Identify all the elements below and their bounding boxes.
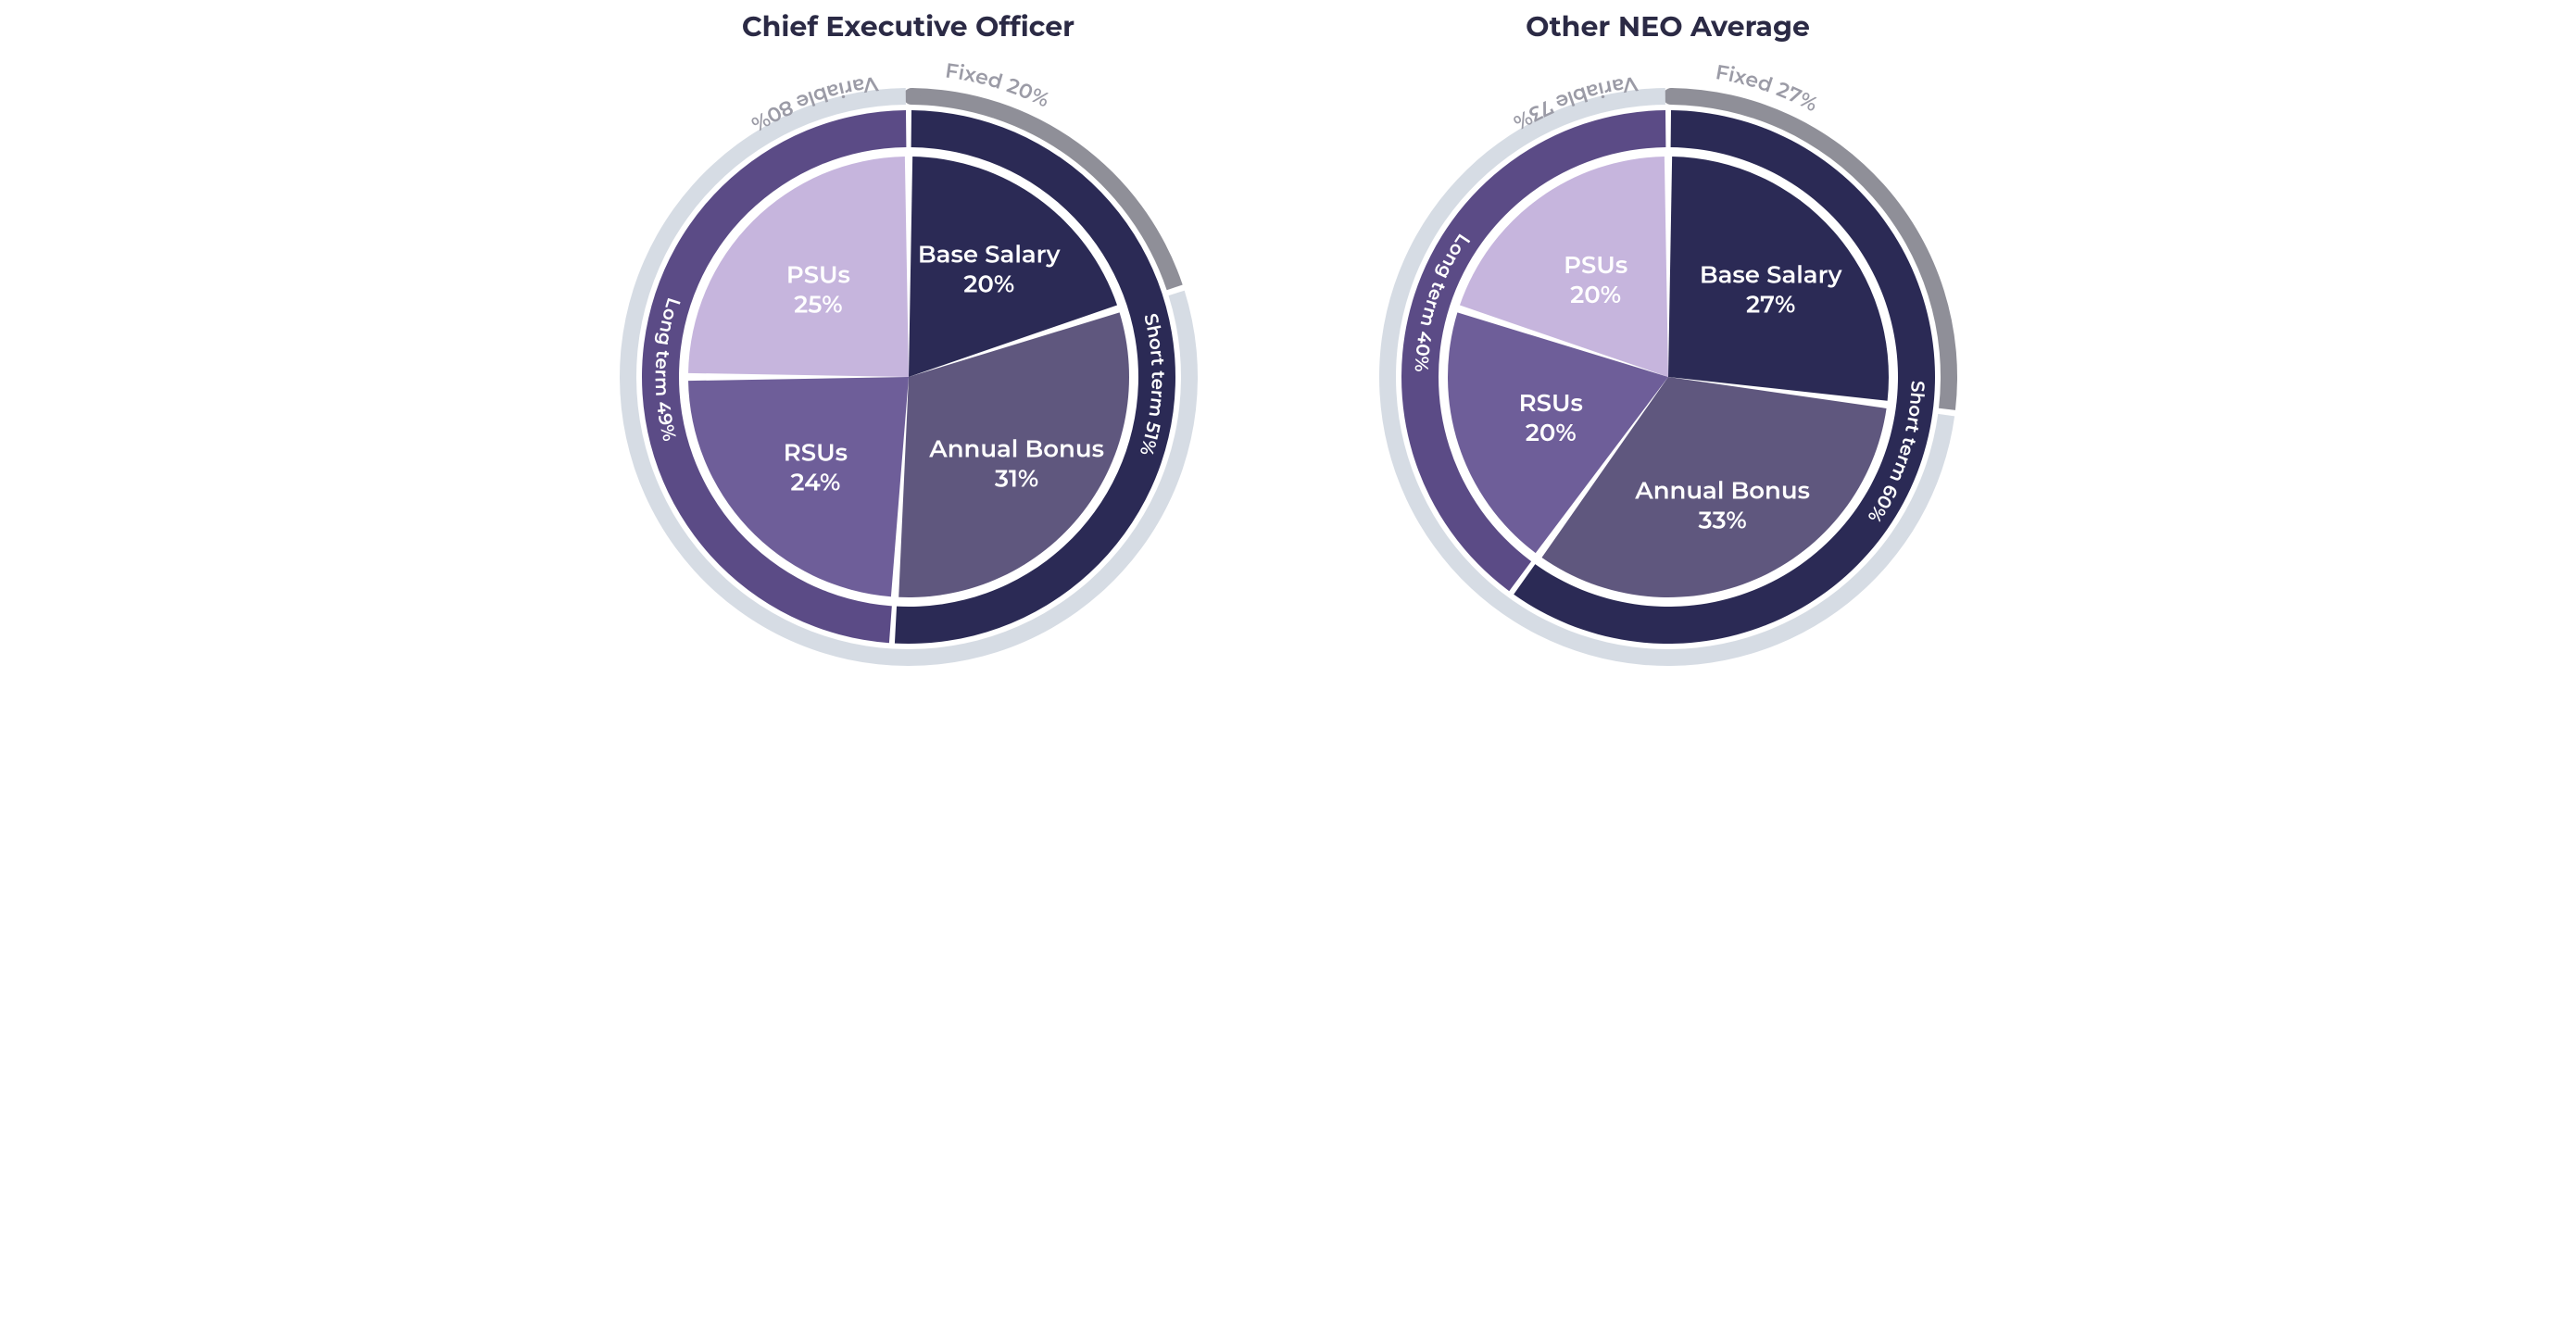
slice-label: RSUs: [1518, 388, 1582, 418]
slice-percent: 20%: [963, 270, 1014, 299]
slice-label: Annual Bonus: [928, 433, 1104, 463]
slice-label: PSUs: [1564, 250, 1627, 280]
slice-label: RSUs: [783, 437, 847, 467]
slice-percent: 25%: [794, 289, 842, 319]
slice-percent: 33%: [1698, 505, 1746, 534]
slice-percent: 27%: [1746, 289, 1795, 319]
slice-percent: 24%: [790, 467, 840, 496]
slice-label: Base Salary: [1699, 259, 1842, 289]
chart-block: Other NEO Average Base Salary27% Annual Bo…: [1344, 9, 1992, 701]
chart-title: Chief Executive Officer: [742, 9, 1074, 44]
chart-block: Chief Executive Officer Base Salary20% Ann…: [584, 9, 1233, 701]
slice-label: Base Salary: [917, 240, 1061, 270]
slice-label: Annual Bonus: [1634, 475, 1810, 505]
compensation-pie-chart: Base Salary27%Annual Bonus33%RSUs20%PSUs…: [1344, 53, 1992, 701]
slice-percent: 20%: [1525, 418, 1576, 447]
charts-container: Chief Executive OfficerBase Salary20%Ann…: [0, 0, 2576, 738]
slice-percent: 20%: [1570, 280, 1621, 309]
chart-title: Other NEO Average: [1526, 9, 1810, 44]
slice-percent: 31%: [994, 463, 1037, 493]
slice-label: PSUs: [785, 259, 849, 289]
compensation-pie-chart: Base Salary20% Annual Bonus31% RSUs24% PSUs…: [584, 53, 1233, 701]
